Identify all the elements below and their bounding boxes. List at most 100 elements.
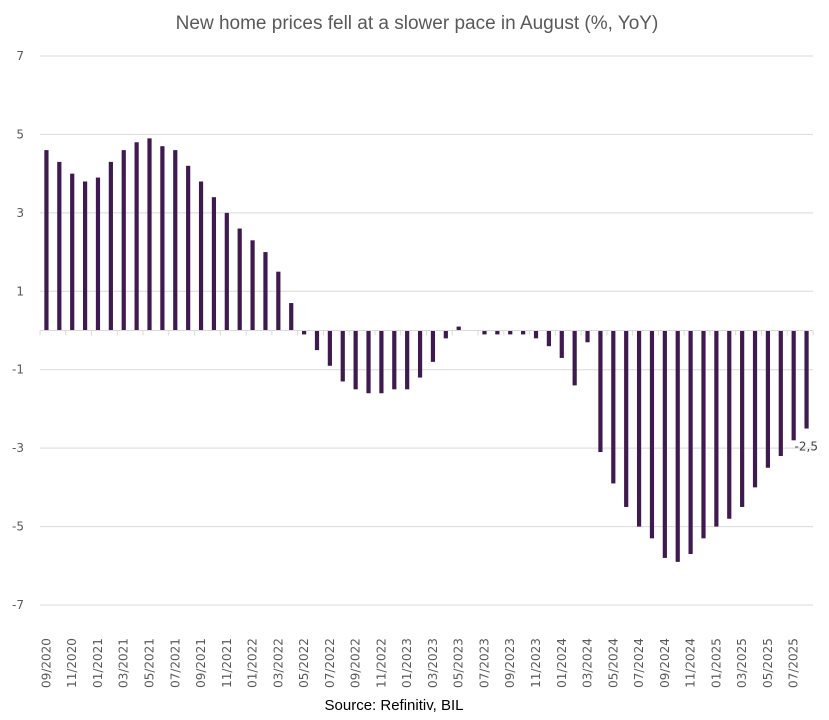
bar bbox=[598, 330, 603, 453]
bar bbox=[559, 330, 564, 358]
x-tick-label: 05/2021 bbox=[143, 638, 157, 688]
y-tick-label: -1 bbox=[12, 363, 24, 377]
bar bbox=[392, 330, 397, 390]
data-labels: -2,5 bbox=[795, 440, 818, 454]
bars bbox=[44, 138, 809, 562]
bar bbox=[482, 330, 487, 335]
x-tick-label: 07/2025 bbox=[787, 638, 801, 688]
y-axis-ticks: 7 5 3 1 -1 -3 -5 -7 bbox=[12, 49, 24, 612]
bar bbox=[572, 330, 577, 386]
bar bbox=[289, 303, 294, 331]
x-tick-label: 03/2025 bbox=[735, 638, 749, 688]
bar bbox=[314, 330, 320, 351]
bar bbox=[662, 330, 667, 558]
x-axis-ticks: 09/2020 11/2020 01/2021 03/2021 05/2021 07/20… bbox=[39, 638, 800, 688]
x-tick-label: 09/2024 bbox=[658, 638, 672, 688]
x-tick-label: 01/2025 bbox=[709, 638, 723, 688]
x-tick-label: 05/2025 bbox=[761, 638, 775, 688]
bar bbox=[44, 150, 49, 331]
bar bbox=[366, 330, 371, 394]
bar bbox=[791, 330, 796, 441]
y-tick-label: -7 bbox=[12, 598, 24, 612]
bar bbox=[160, 146, 165, 331]
x-tick-label: 01/2024 bbox=[555, 638, 569, 688]
bar bbox=[624, 330, 629, 507]
bar bbox=[443, 330, 448, 339]
x-tick-label: 07/2024 bbox=[632, 638, 646, 688]
bar bbox=[224, 212, 229, 331]
source-note: Source: Refinitiv, BIL bbox=[325, 697, 464, 714]
y-tick-label: -3 bbox=[12, 441, 24, 455]
bar bbox=[134, 142, 139, 331]
bar bbox=[353, 330, 358, 390]
y-tick-label: -5 bbox=[12, 520, 24, 534]
bar bbox=[456, 326, 461, 331]
x-tick-label: 01/2021 bbox=[91, 638, 105, 688]
bar bbox=[752, 330, 758, 488]
bar bbox=[740, 330, 745, 507]
bar bbox=[405, 330, 410, 390]
y-tick-label: 7 bbox=[16, 49, 24, 63]
bar bbox=[701, 330, 706, 539]
x-tick-label: 01/2023 bbox=[400, 638, 414, 688]
bar bbox=[82, 181, 88, 331]
bar bbox=[765, 330, 771, 468]
bar bbox=[727, 330, 732, 519]
bar bbox=[379, 330, 384, 394]
bar bbox=[804, 330, 809, 429]
bar bbox=[263, 252, 268, 331]
bar bbox=[778, 330, 783, 456]
bar bbox=[521, 330, 526, 335]
bar bbox=[417, 330, 423, 378]
x-tick-label: 11/2024 bbox=[684, 638, 698, 688]
bar bbox=[302, 330, 307, 335]
bar bbox=[198, 181, 204, 331]
x-tick-label: 09/2023 bbox=[503, 638, 517, 688]
bar bbox=[211, 197, 217, 331]
bar bbox=[636, 330, 642, 527]
x-tick-label: 11/2023 bbox=[529, 638, 543, 688]
bar bbox=[327, 330, 332, 366]
bar bbox=[714, 330, 719, 527]
x-tick-label: 03/2024 bbox=[581, 638, 595, 688]
bar bbox=[95, 177, 101, 331]
x-tick-label: 03/2023 bbox=[426, 638, 440, 688]
gridlines bbox=[40, 55, 813, 606]
bar bbox=[546, 330, 551, 347]
bar bbox=[237, 228, 242, 331]
bar bbox=[675, 330, 680, 562]
x-tick-label: 11/2021 bbox=[220, 638, 234, 688]
bar bbox=[173, 150, 178, 331]
bar bbox=[147, 138, 152, 331]
chart-title: New home prices fell at a slower pace in… bbox=[176, 13, 659, 34]
x-tick-label: 01/2022 bbox=[246, 638, 260, 688]
bar bbox=[585, 330, 590, 343]
bar bbox=[108, 161, 113, 331]
x-tick-label: 03/2021 bbox=[117, 638, 131, 688]
bar bbox=[276, 271, 281, 331]
x-tick-label: 05/2024 bbox=[606, 638, 620, 688]
bar bbox=[508, 330, 513, 335]
bar bbox=[688, 330, 693, 555]
x-tick-label: 09/2022 bbox=[349, 638, 363, 688]
bar bbox=[430, 330, 436, 362]
bar bbox=[70, 173, 75, 331]
bar bbox=[57, 161, 62, 331]
bar bbox=[649, 330, 655, 539]
x-tick-label: 07/2021 bbox=[168, 638, 182, 688]
bar bbox=[250, 240, 255, 331]
x-tick-label: 11/2022 bbox=[374, 638, 388, 688]
x-tick-label: 11/2020 bbox=[65, 638, 79, 688]
x-axis bbox=[39, 330, 814, 336]
bar bbox=[186, 165, 191, 331]
x-tick-label: 05/2022 bbox=[297, 638, 311, 688]
bar bbox=[121, 150, 126, 331]
y-tick-label: 5 bbox=[16, 127, 24, 141]
x-tick-label: 03/2022 bbox=[271, 638, 285, 688]
bar bbox=[611, 330, 616, 484]
bar bbox=[533, 330, 539, 339]
bar bbox=[340, 330, 345, 382]
x-tick-label: 07/2022 bbox=[323, 638, 337, 688]
y-tick-label: 3 bbox=[16, 206, 24, 220]
